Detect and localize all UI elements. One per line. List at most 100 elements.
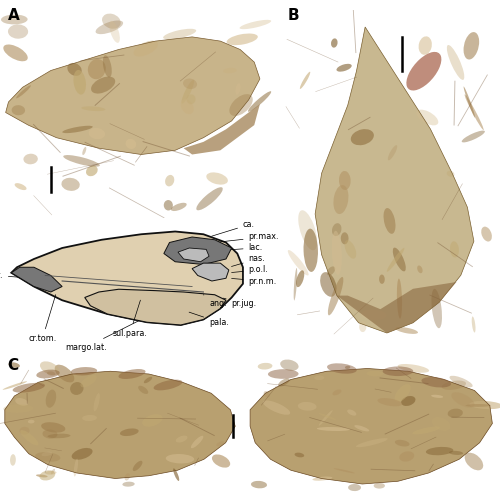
- Ellipse shape: [280, 360, 298, 371]
- Ellipse shape: [171, 203, 186, 211]
- Ellipse shape: [74, 458, 78, 476]
- Ellipse shape: [470, 401, 500, 409]
- Polygon shape: [6, 37, 260, 154]
- Ellipse shape: [336, 64, 351, 72]
- Ellipse shape: [91, 76, 115, 94]
- Ellipse shape: [396, 327, 418, 334]
- Ellipse shape: [126, 139, 136, 149]
- Ellipse shape: [122, 482, 134, 486]
- Ellipse shape: [102, 14, 120, 28]
- Ellipse shape: [28, 420, 34, 424]
- Text: C: C: [8, 358, 18, 372]
- Ellipse shape: [328, 277, 344, 316]
- Ellipse shape: [318, 410, 332, 426]
- Ellipse shape: [71, 367, 97, 376]
- Ellipse shape: [312, 476, 332, 480]
- Polygon shape: [5, 371, 235, 478]
- Ellipse shape: [4, 404, 33, 412]
- Ellipse shape: [62, 126, 92, 133]
- Ellipse shape: [62, 178, 80, 191]
- Ellipse shape: [88, 128, 105, 139]
- Ellipse shape: [449, 451, 463, 455]
- Ellipse shape: [124, 474, 130, 480]
- Ellipse shape: [230, 94, 253, 116]
- Text: nas.: nas.: [232, 254, 265, 266]
- Ellipse shape: [64, 155, 100, 166]
- Ellipse shape: [400, 452, 414, 462]
- Ellipse shape: [331, 38, 338, 48]
- Ellipse shape: [248, 91, 271, 112]
- Ellipse shape: [263, 400, 290, 415]
- Ellipse shape: [345, 366, 350, 369]
- Ellipse shape: [8, 362, 20, 368]
- Ellipse shape: [332, 223, 342, 236]
- Ellipse shape: [339, 171, 350, 190]
- Ellipse shape: [348, 484, 361, 491]
- Ellipse shape: [344, 240, 356, 258]
- Ellipse shape: [359, 321, 366, 332]
- Text: pr.jug.: pr.jug.: [223, 298, 257, 308]
- Ellipse shape: [472, 316, 476, 332]
- Ellipse shape: [481, 226, 492, 242]
- Text: pr.max.: pr.max.: [218, 232, 279, 242]
- Ellipse shape: [318, 413, 336, 420]
- Text: sul.para.: sul.para.: [112, 300, 148, 338]
- Ellipse shape: [304, 228, 318, 272]
- Ellipse shape: [46, 390, 56, 408]
- Ellipse shape: [354, 425, 370, 432]
- Ellipse shape: [382, 366, 414, 376]
- Ellipse shape: [464, 94, 483, 130]
- Ellipse shape: [412, 426, 440, 434]
- Text: p.o.l.: p.o.l.: [232, 266, 268, 274]
- Ellipse shape: [144, 377, 152, 383]
- Ellipse shape: [431, 394, 443, 398]
- Ellipse shape: [212, 454, 230, 468]
- Ellipse shape: [36, 474, 48, 478]
- Polygon shape: [192, 263, 229, 281]
- Ellipse shape: [332, 390, 342, 396]
- Ellipse shape: [236, 83, 240, 95]
- Ellipse shape: [132, 460, 142, 471]
- Ellipse shape: [134, 41, 158, 56]
- Ellipse shape: [288, 250, 308, 276]
- Ellipse shape: [432, 417, 450, 431]
- Ellipse shape: [466, 404, 490, 407]
- Ellipse shape: [51, 468, 55, 474]
- Ellipse shape: [334, 185, 348, 214]
- Ellipse shape: [103, 56, 112, 78]
- Ellipse shape: [2, 381, 27, 390]
- Ellipse shape: [258, 363, 272, 370]
- Ellipse shape: [417, 266, 422, 273]
- Ellipse shape: [48, 434, 70, 438]
- Ellipse shape: [36, 370, 60, 378]
- Ellipse shape: [86, 166, 98, 176]
- Ellipse shape: [223, 68, 236, 73]
- Ellipse shape: [347, 410, 356, 416]
- Text: lac.: lac.: [218, 244, 263, 252]
- Ellipse shape: [334, 468, 354, 473]
- Ellipse shape: [450, 241, 459, 258]
- Ellipse shape: [446, 170, 454, 177]
- Ellipse shape: [164, 200, 173, 210]
- Ellipse shape: [374, 483, 385, 488]
- Ellipse shape: [464, 452, 483, 470]
- Ellipse shape: [182, 80, 194, 104]
- Ellipse shape: [384, 208, 396, 234]
- Ellipse shape: [422, 377, 451, 388]
- Ellipse shape: [196, 187, 223, 210]
- Ellipse shape: [20, 430, 38, 446]
- Ellipse shape: [54, 364, 74, 382]
- Polygon shape: [164, 237, 232, 264]
- Text: ca.: ca.: [212, 220, 255, 236]
- Ellipse shape: [166, 454, 194, 464]
- Text: B: B: [288, 8, 299, 22]
- Ellipse shape: [46, 471, 56, 474]
- Ellipse shape: [464, 86, 475, 118]
- Ellipse shape: [450, 376, 472, 388]
- Ellipse shape: [72, 448, 92, 460]
- Ellipse shape: [94, 393, 100, 411]
- Ellipse shape: [74, 70, 86, 94]
- Text: ang.: ang.: [204, 294, 227, 308]
- Ellipse shape: [298, 402, 316, 410]
- Ellipse shape: [294, 268, 297, 300]
